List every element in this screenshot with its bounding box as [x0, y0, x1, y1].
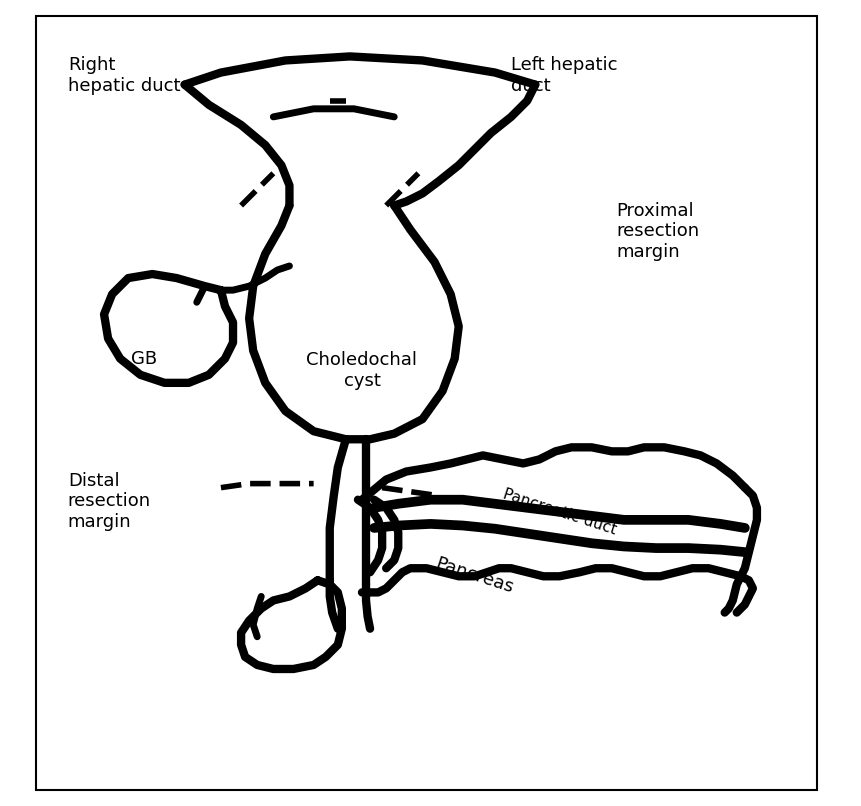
Text: Distal
resection
margin: Distal resection margin — [68, 472, 151, 531]
Text: Right
hepatic duct: Right hepatic duct — [68, 56, 180, 95]
Text: Choledochal
cyst: Choledochal cyst — [307, 351, 418, 390]
Text: Left hepatic
duct: Left hepatic duct — [511, 56, 617, 95]
Text: Pancreas: Pancreas — [433, 555, 517, 597]
Text: Proximal
resection
margin: Proximal resection margin — [616, 202, 699, 261]
Text: GB: GB — [132, 350, 158, 368]
Text: Pancreatic duct: Pancreatic duct — [501, 486, 618, 538]
